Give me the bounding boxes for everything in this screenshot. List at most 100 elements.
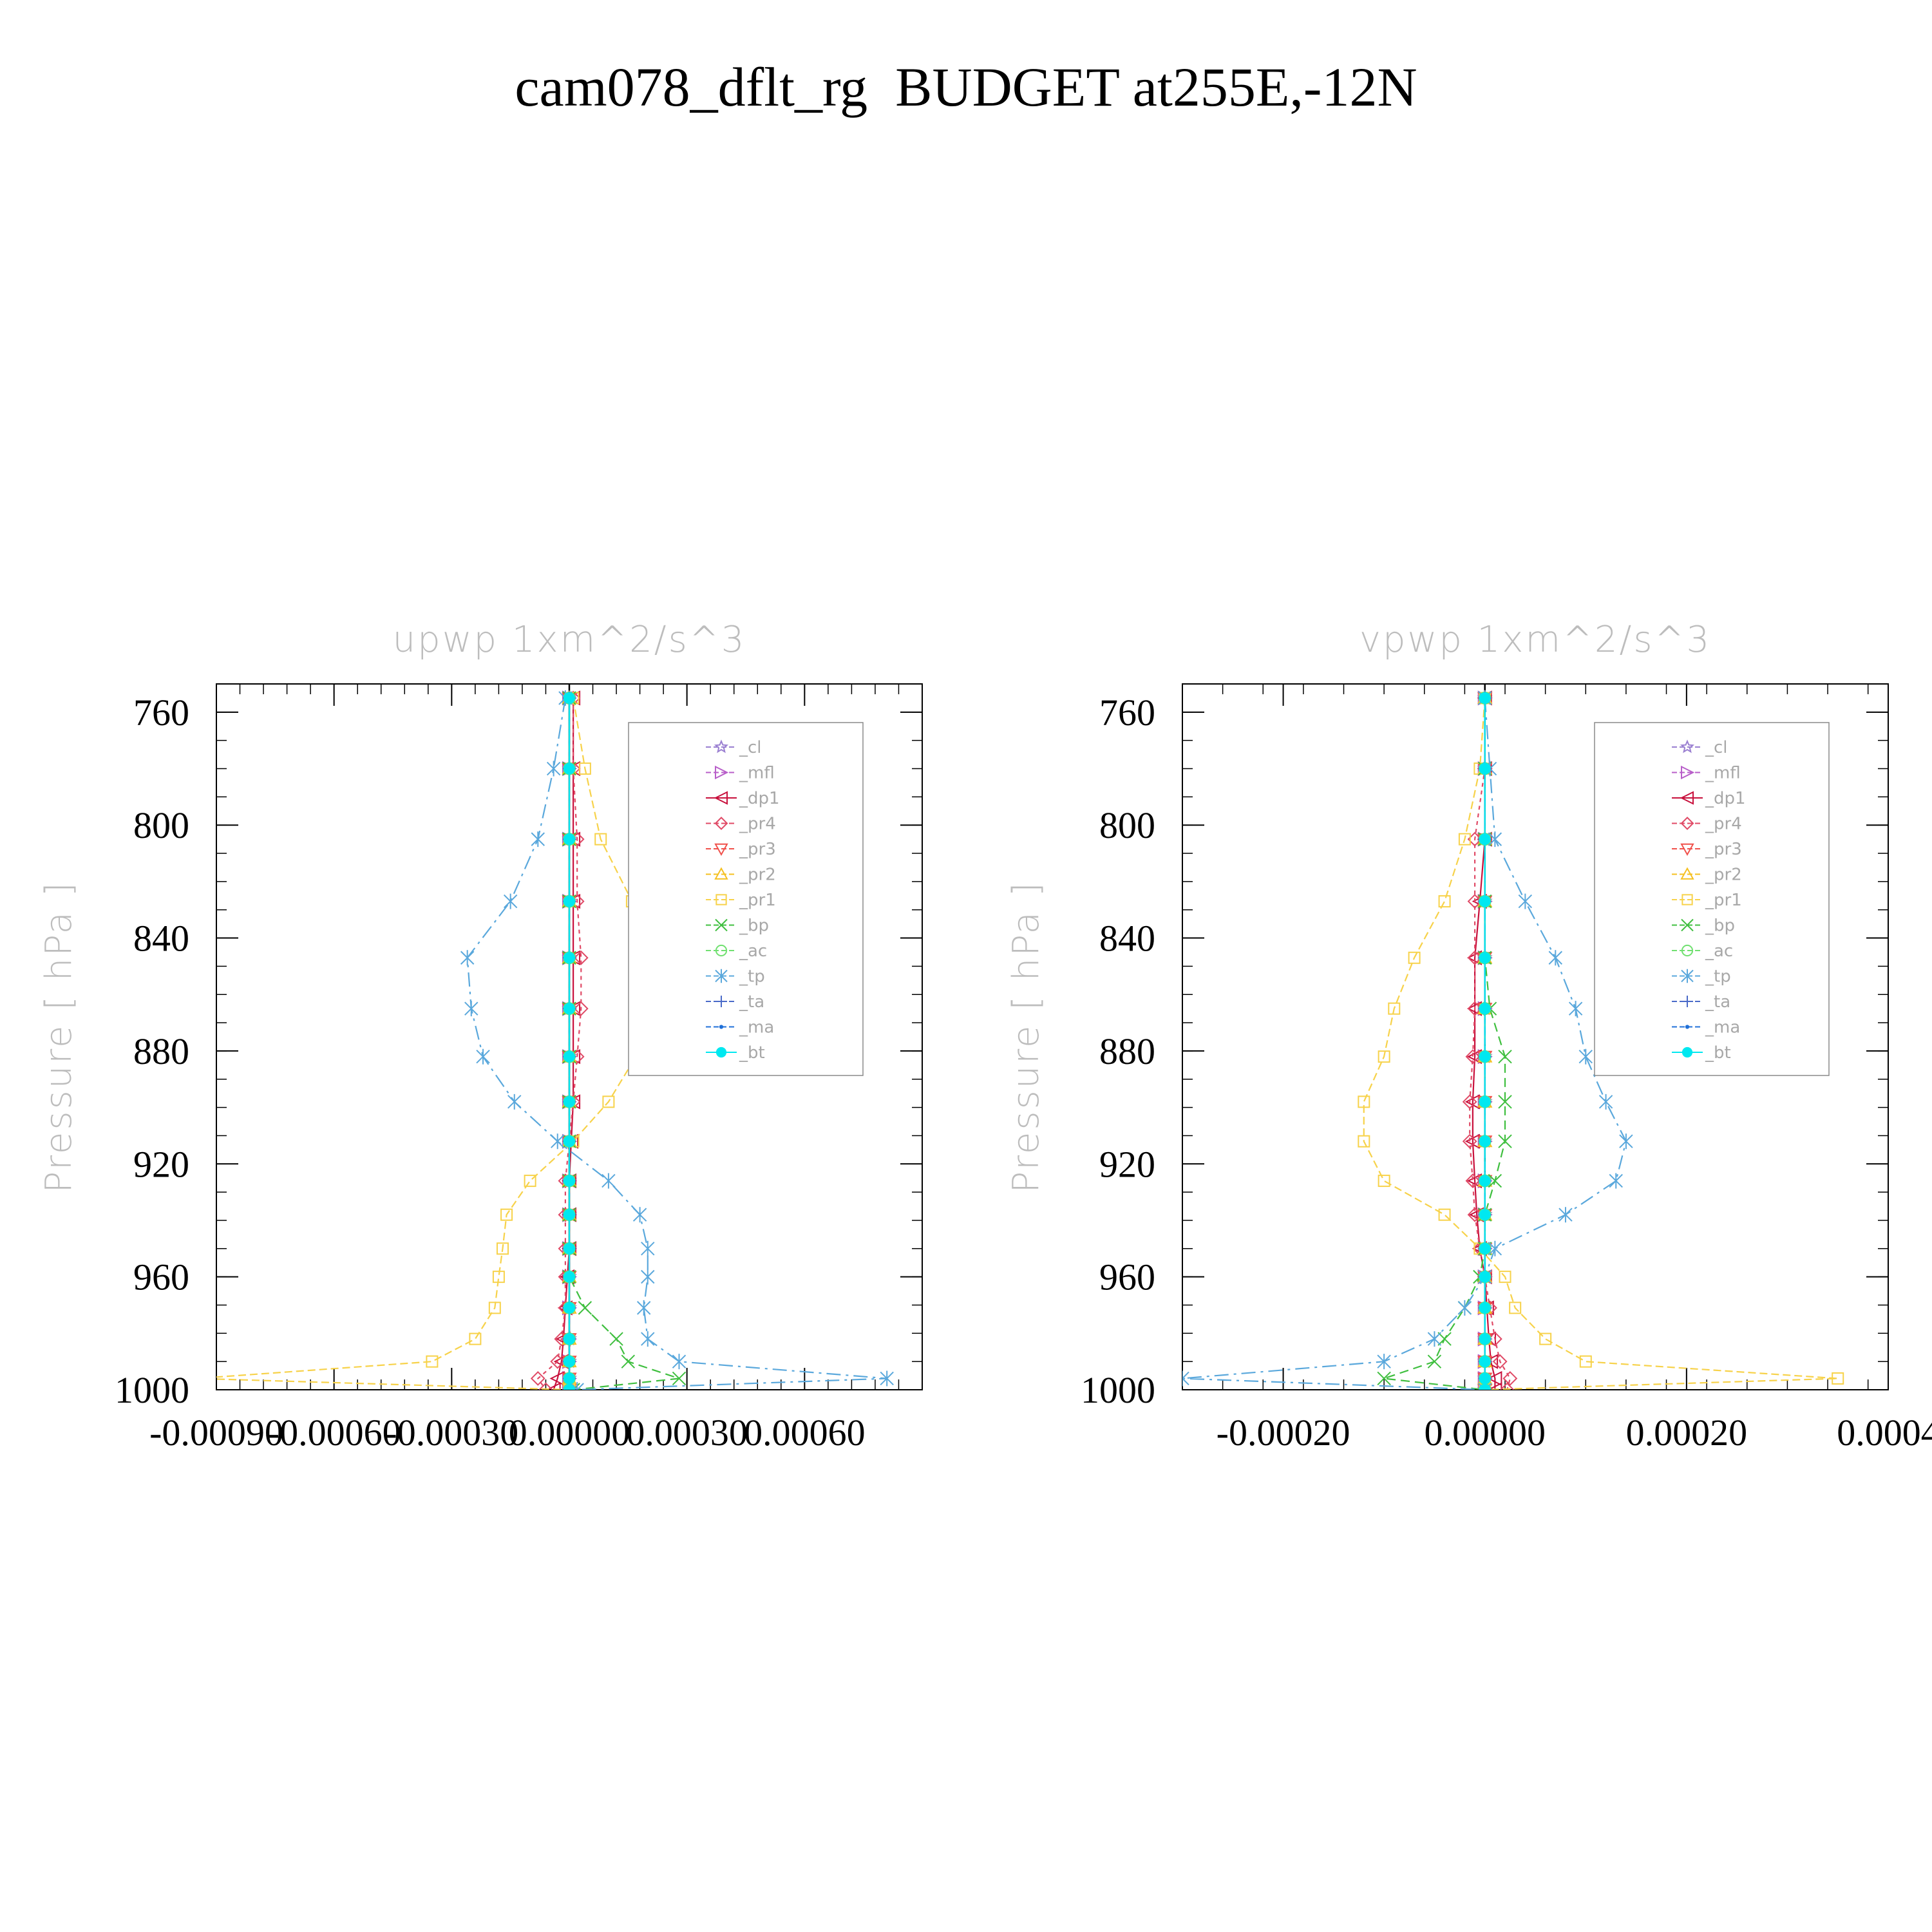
marker-pr4 bbox=[1462, 1094, 1477, 1110]
y-tick-label: 960 bbox=[133, 1256, 189, 1298]
marker-pr4 bbox=[1680, 817, 1694, 830]
y-tick-label: 880 bbox=[1099, 1030, 1155, 1072]
marker-bt bbox=[1479, 895, 1491, 907]
marker-bt bbox=[564, 1175, 575, 1187]
marker-bt bbox=[564, 1302, 575, 1314]
marker-tp bbox=[1578, 1048, 1593, 1065]
marker-pr4 bbox=[1465, 1173, 1481, 1188]
marker-pr4 bbox=[530, 1371, 545, 1386]
marker-bt bbox=[564, 1372, 575, 1385]
y-tick-label: 1000 bbox=[1081, 1369, 1155, 1411]
marker-tp bbox=[1488, 1240, 1502, 1256]
marker-bt bbox=[1479, 1175, 1491, 1187]
marker-pr1 bbox=[1388, 1002, 1401, 1015]
marker-bp bbox=[1437, 1332, 1452, 1346]
legend-label: _pr2 bbox=[1705, 866, 1742, 885]
marker-pr1 bbox=[426, 1355, 439, 1368]
marker-dp1 bbox=[1487, 1382, 1502, 1390]
marker-dp1 bbox=[714, 791, 728, 805]
y-tick-label: 1000 bbox=[115, 1369, 189, 1411]
marker-mfl bbox=[715, 765, 729, 780]
marker-bt bbox=[564, 1242, 575, 1255]
y-tick-label: 840 bbox=[133, 918, 189, 960]
marker-tp bbox=[1568, 1001, 1583, 1017]
marker-bt bbox=[715, 1046, 727, 1058]
legend: _cl _mfl _dp1 _pr4 _pr3 _pr2 _pr1 _bp _ac _tp _ta _… bbox=[1594, 722, 1830, 1076]
marker-bt bbox=[1479, 1095, 1491, 1108]
marker-cl bbox=[714, 739, 729, 753]
chart-panel-1: upwp 1xm^2/s^3 Pressure [ hPa ] 760 800 840 8… bbox=[38, 619, 923, 1454]
marker-pr1 bbox=[1681, 894, 1693, 905]
series-line_tp bbox=[1182, 697, 1627, 1390]
marker-pr1 bbox=[1539, 1332, 1552, 1345]
marker-pr4 bbox=[1462, 1133, 1477, 1149]
marker-tp bbox=[1548, 950, 1563, 966]
legend-label: _dp1 bbox=[1705, 789, 1746, 808]
marker-pr1 bbox=[524, 1175, 536, 1188]
legend-label: _pr2 bbox=[739, 866, 776, 885]
legend-box bbox=[1594, 722, 1830, 1076]
marker-bt bbox=[1681, 1046, 1693, 1058]
legend-label: _bt bbox=[739, 1043, 765, 1063]
chart-panel-2: vpwp 1xm^2/s^3 Pressure [ hPa ] 760 800 840 8… bbox=[1005, 619, 1932, 1454]
x-tick-label: 0.00060 bbox=[744, 1412, 866, 1454]
marker-bt bbox=[564, 833, 575, 846]
marker-bt bbox=[1479, 1003, 1491, 1015]
marker-tp bbox=[1681, 969, 1694, 983]
marker-ta bbox=[715, 996, 727, 1007]
y-tick-label: 800 bbox=[133, 804, 189, 846]
marker-bt bbox=[564, 692, 575, 704]
marker-pr1 bbox=[500, 1208, 513, 1221]
marker-bp bbox=[1427, 1354, 1442, 1368]
marker-bt bbox=[1479, 1209, 1491, 1221]
x-tick-label: 0.00030 bbox=[626, 1412, 748, 1454]
marker-bp bbox=[1488, 1173, 1502, 1188]
marker-tp bbox=[641, 1240, 655, 1256]
legend-label: _bp bbox=[1705, 916, 1735, 936]
marker-bt bbox=[1479, 1356, 1491, 1368]
marker-bp bbox=[578, 1301, 592, 1315]
legend-label: _pr1 bbox=[1705, 891, 1742, 910]
marker-bt bbox=[1479, 692, 1491, 704]
marker-tp bbox=[641, 1269, 655, 1285]
marker-ma bbox=[1685, 1025, 1690, 1029]
marker-bp bbox=[1681, 918, 1694, 932]
marker-pr1 bbox=[1499, 1271, 1511, 1283]
series-line_dp1 bbox=[553, 697, 574, 1390]
marker-pr1 bbox=[715, 894, 727, 905]
legend-label: _tp bbox=[1705, 967, 1731, 987]
marker-pr2 bbox=[1680, 867, 1694, 880]
marker-tp bbox=[636, 1300, 651, 1316]
legend-label: _dp1 bbox=[739, 789, 780, 808]
marker-bt bbox=[564, 1384, 575, 1390]
marker-pr4 bbox=[1492, 1354, 1508, 1369]
marker-pr1 bbox=[492, 1271, 505, 1283]
marker-bt bbox=[564, 895, 575, 907]
marker-dp1 bbox=[1680, 791, 1694, 805]
marker-tp bbox=[460, 950, 475, 966]
marker-pr1 bbox=[1438, 1208, 1451, 1221]
marker-tp bbox=[476, 1048, 490, 1065]
x-tick-label: 0.00020 bbox=[1626, 1412, 1748, 1454]
y-tick-label: 920 bbox=[1099, 1143, 1155, 1185]
series-line_pr1 bbox=[216, 697, 661, 1390]
y-tick-label: 760 bbox=[1099, 692, 1155, 734]
marker-bt bbox=[564, 1003, 575, 1015]
marker-tp bbox=[1609, 1173, 1623, 1189]
marker-bp bbox=[621, 1354, 636, 1368]
marker-bp bbox=[609, 1332, 623, 1346]
marker-bt bbox=[564, 1095, 575, 1108]
marker-bt bbox=[1479, 1372, 1491, 1385]
marker-tp bbox=[1518, 893, 1533, 909]
legend-label: _bt bbox=[1705, 1043, 1731, 1063]
legend-label: _mfl bbox=[739, 764, 775, 783]
marker-bt bbox=[564, 1356, 575, 1368]
legend-box bbox=[628, 722, 864, 1076]
y-tick-label: 960 bbox=[1099, 1256, 1155, 1298]
series-group bbox=[216, 690, 894, 1390]
marker-pr4 bbox=[573, 950, 589, 965]
marker-tp bbox=[1457, 1300, 1472, 1316]
x-tick-label: -0.00090 bbox=[149, 1412, 283, 1454]
y-axis-title: Pressure [ hPa ] bbox=[1005, 880, 1047, 1193]
